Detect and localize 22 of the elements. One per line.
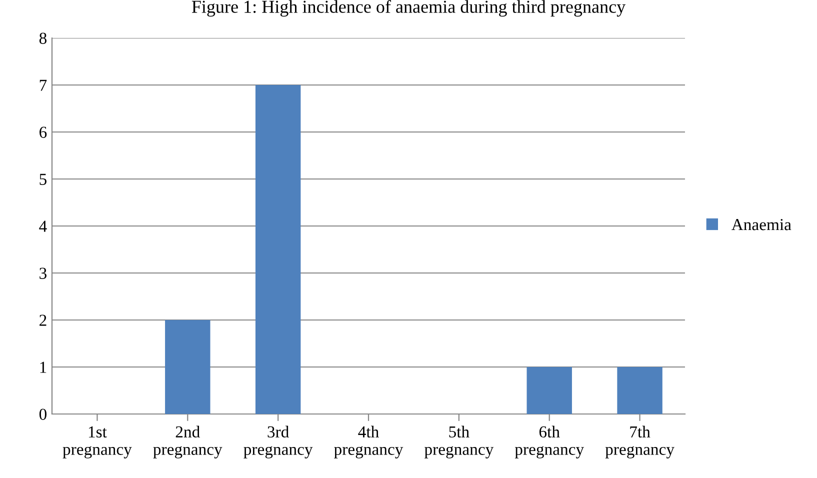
x-tick-label: 7th pregnancy — [605, 426, 674, 458]
x-tick-label: 4th pregnancy — [334, 426, 404, 458]
x-tick-label: 5th pregnancy — [424, 426, 494, 458]
bar — [255, 85, 301, 414]
y-tick-label: 3 — [40, 268, 46, 279]
y-tick-label: 1 — [40, 362, 46, 373]
y-tick-label: 5 — [40, 174, 46, 185]
bar — [526, 367, 572, 414]
x-tick-label: 3rd pregnancy — [244, 426, 313, 458]
chart-title: Figure 1: High incidence of anaemia during third pregnancy — [192, 0, 626, 17]
y-tick-label: 0 — [39, 408, 47, 420]
x-tick-label: 2nd pregnancy — [153, 426, 222, 458]
bar — [165, 320, 210, 414]
y-tick-label: 6 — [40, 126, 47, 138]
legend-label: Anaemia — [731, 219, 792, 230]
y-tick-label: 4 — [39, 220, 47, 232]
y-tick-label: 7 — [40, 80, 47, 91]
y-tick-label: 2 — [40, 314, 46, 326]
y-tick-label: 8 — [39, 32, 47, 44]
x-tick-label: 6th pregnancy — [514, 426, 584, 458]
x-tick-label: 1st pregnancy — [62, 426, 132, 458]
bar — [617, 367, 662, 414]
